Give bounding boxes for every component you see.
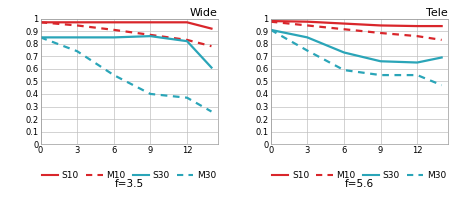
Text: f=3.5: f=3.5	[114, 179, 144, 189]
Legend: S10, M10, S30, M30: S10, M10, S30, M30	[272, 171, 446, 180]
Text: Tele: Tele	[426, 8, 448, 18]
Text: Wide: Wide	[190, 8, 217, 18]
Legend: S10, M10, S30, M30: S10, M10, S30, M30	[42, 171, 216, 180]
Text: f=5.6: f=5.6	[345, 179, 374, 189]
